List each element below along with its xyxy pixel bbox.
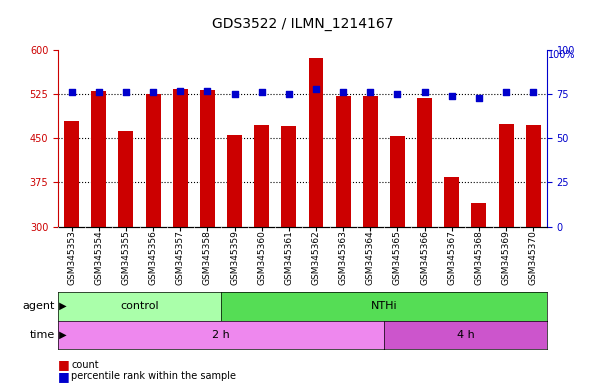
Point [121, 89, 131, 95]
Point [67, 89, 76, 95]
Bar [282, 126, 296, 227]
Text: GSM345368: GSM345368 [475, 230, 483, 285]
Text: GSM345365: GSM345365 [393, 230, 402, 285]
Text: GSM345369: GSM345369 [502, 230, 511, 285]
Bar [335, 96, 351, 227]
Bar [526, 125, 541, 227]
Bar [173, 89, 188, 227]
Point [257, 89, 266, 95]
Text: GSM345362: GSM345362 [312, 230, 321, 285]
Text: GSM345370: GSM345370 [529, 230, 538, 285]
Text: GSM345356: GSM345356 [148, 230, 158, 285]
Text: GSM345366: GSM345366 [420, 230, 429, 285]
Point [148, 89, 158, 95]
Text: GSM345354: GSM345354 [94, 230, 103, 285]
Text: count: count [71, 360, 99, 370]
Bar [64, 121, 79, 227]
Point [529, 89, 538, 95]
Bar [499, 124, 514, 227]
Point [94, 89, 104, 95]
Text: GSM345361: GSM345361 [284, 230, 293, 285]
Text: ▶: ▶ [56, 330, 66, 340]
Bar [227, 135, 242, 227]
Text: control: control [120, 301, 159, 311]
Text: GSM345367: GSM345367 [447, 230, 456, 285]
Text: GSM345355: GSM345355 [122, 230, 130, 285]
Point [393, 91, 403, 97]
Point [447, 93, 456, 99]
Bar [91, 91, 106, 227]
Text: GSM345360: GSM345360 [257, 230, 266, 285]
Text: agent: agent [23, 301, 55, 311]
Text: GDS3522 / ILMN_1214167: GDS3522 / ILMN_1214167 [211, 17, 393, 31]
Bar [200, 90, 215, 227]
Point [230, 91, 240, 97]
Text: NTHi: NTHi [371, 301, 397, 311]
Point [501, 89, 511, 95]
Text: GSM345353: GSM345353 [67, 230, 76, 285]
Text: 4 h: 4 h [456, 330, 474, 340]
Point [311, 86, 321, 92]
Bar [309, 58, 323, 227]
Text: percentile rank within the sample: percentile rank within the sample [71, 371, 236, 381]
Bar [444, 177, 459, 227]
Text: 100%: 100% [548, 50, 576, 60]
Text: ■: ■ [58, 370, 70, 383]
Text: GSM345363: GSM345363 [338, 230, 348, 285]
Point [365, 89, 375, 95]
Point [202, 88, 212, 94]
Bar [390, 136, 405, 227]
Text: GSM345357: GSM345357 [176, 230, 185, 285]
Point [175, 88, 185, 94]
Bar [472, 203, 486, 227]
Text: GSM345358: GSM345358 [203, 230, 212, 285]
Text: ▶: ▶ [56, 301, 66, 311]
Point [284, 91, 294, 97]
Bar [254, 125, 269, 227]
Text: time: time [30, 330, 55, 340]
Point [420, 89, 430, 95]
Text: GSM345359: GSM345359 [230, 230, 239, 285]
Text: 2 h: 2 h [212, 330, 230, 340]
Point [338, 89, 348, 95]
Bar [363, 96, 378, 227]
Bar [119, 131, 133, 227]
Text: ■: ■ [58, 358, 70, 371]
Point [474, 94, 484, 101]
Bar [145, 94, 161, 227]
Text: GSM345364: GSM345364 [366, 230, 375, 285]
Bar [417, 98, 432, 227]
